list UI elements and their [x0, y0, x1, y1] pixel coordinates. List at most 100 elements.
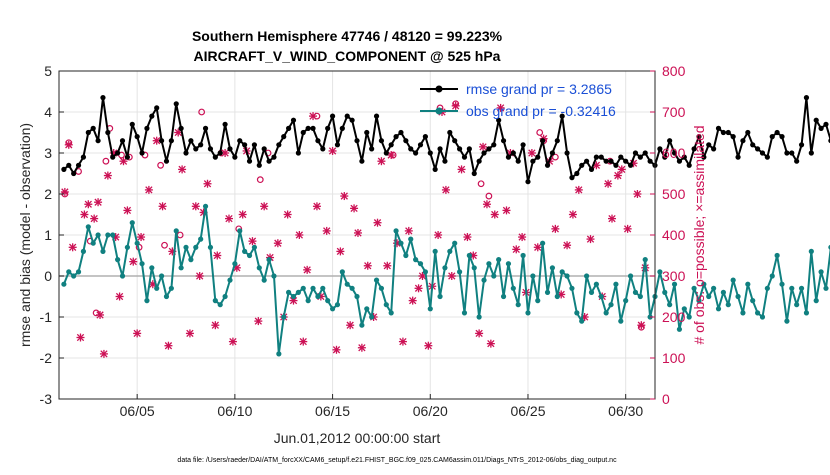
x-tick-label-0: 06/05 — [120, 403, 155, 419]
rmse-point-43 — [271, 154, 277, 160]
y-left-tick-label-2: -1 — [40, 309, 53, 325]
rmse-point-128 — [686, 162, 692, 168]
obs-assimilated-marker-65 — [373, 218, 382, 227]
bias-point-151 — [798, 285, 805, 291]
rmse-point-41 — [261, 146, 267, 152]
bias-point-29 — [202, 203, 209, 209]
obs-assimilated-marker-66 — [377, 157, 386, 166]
bias-point-18 — [149, 265, 155, 271]
obs-assimilated-marker-102 — [563, 241, 572, 250]
y-right-tick-label-7: 700 — [662, 104, 686, 120]
rmse-point-67 — [388, 142, 394, 148]
bias-point-142 — [754, 310, 761, 316]
obs-assimilated-marker-38 — [238, 210, 247, 219]
rmse-point-125 — [671, 150, 678, 156]
obs-assimilated-marker-18 — [137, 233, 146, 242]
bias-point-44 — [276, 351, 282, 357]
bias-point-14 — [129, 220, 135, 226]
bias-point-144 — [764, 285, 770, 291]
bias-point-63 — [369, 314, 375, 320]
obs-assimilated-marker-41 — [254, 317, 263, 326]
obs-possible-marker-11 — [157, 161, 165, 169]
rmse-point-10 — [110, 154, 116, 160]
bias-point-68 — [393, 228, 399, 234]
obs-possible-marker-20 — [389, 151, 397, 159]
bias-point-13 — [124, 244, 130, 250]
rmse-point-8 — [100, 95, 106, 101]
rmse-point-59 — [349, 117, 355, 123]
obs-assimilated-marker-85 — [475, 329, 484, 338]
obs-assimilated-marker-90 — [496, 103, 505, 112]
rmse-point-76 — [432, 166, 438, 172]
rmse-point-29 — [202, 125, 209, 131]
rmse-point-97 — [535, 154, 541, 160]
bias-point-98 — [540, 240, 546, 246]
bias-point-19 — [154, 285, 160, 291]
obs-assimilated-marker-113 — [623, 224, 632, 233]
rmse-point-108 — [588, 166, 595, 172]
rmse-point-49 — [300, 129, 306, 136]
rmse-point-136 — [725, 129, 731, 136]
bias-point-0 — [61, 281, 67, 287]
obs-possible-marker-4 — [92, 309, 100, 317]
bias-point-5 — [85, 224, 91, 230]
bias-point-3 — [75, 269, 82, 275]
rmse-point-134 — [715, 125, 722, 131]
rmse-point-28 — [198, 142, 204, 148]
bias-point-109 — [593, 281, 599, 287]
x-tick-label-4: 06/25 — [510, 403, 545, 419]
y-right-tick-label-6: 600 — [662, 145, 686, 161]
bias-point-112 — [608, 302, 614, 308]
rmse-point-6 — [90, 125, 96, 131]
rmse-point-92 — [510, 150, 516, 156]
bias-point-155 — [818, 269, 824, 275]
bias-point-28 — [198, 236, 204, 242]
bias-point-39 — [251, 244, 258, 250]
bias-point-51 — [310, 285, 316, 291]
bias-point-76 — [432, 248, 438, 254]
bias-point-81 — [456, 269, 463, 275]
bias-point-9 — [105, 232, 111, 238]
obs-possible-marker-1 — [65, 139, 73, 147]
bias-point-72 — [413, 257, 419, 263]
rmse-point-93 — [515, 158, 521, 164]
obs-assimilated-marker-77 — [434, 231, 443, 239]
bias-point-57 — [339, 269, 345, 275]
obs-assimilated-marker-6 — [90, 214, 99, 223]
y-axis-left-label: rmse and bias (model - observation) — [17, 123, 33, 347]
bias-point-58 — [344, 281, 350, 287]
bias-point-36 — [237, 228, 243, 234]
obs-assimilated-marker-44 — [273, 239, 282, 248]
rmse-point-58 — [344, 113, 350, 119]
y-left-tick-label-4: 1 — [44, 227, 52, 243]
rmse-point-153 — [808, 150, 814, 156]
obs-assimilated-marker-8 — [96, 310, 105, 319]
rmse-point-13 — [124, 154, 130, 160]
rmse-point-88 — [491, 142, 497, 148]
obs-assimilated-marker-29 — [195, 272, 204, 280]
rmse-point-54 — [325, 125, 331, 131]
bias-point-17 — [144, 298, 150, 304]
bias-point-34 — [227, 277, 233, 283]
rmse-point-137 — [730, 134, 736, 140]
legend-bias-label: obs grand pr = -0.32416 — [466, 103, 616, 119]
rmse-point-1 — [66, 162, 72, 168]
obs-assimilated-marker-10 — [103, 171, 112, 180]
rmse-point-145 — [769, 134, 775, 140]
obs-assimilated-marker-100 — [551, 224, 560, 233]
obs-assimilated-marker-19 — [144, 185, 153, 194]
rmse-point-40 — [256, 162, 262, 168]
y-right-tick-label-8: 800 — [662, 63, 686, 79]
rmse-point-78 — [442, 158, 448, 164]
rmse-point-4 — [80, 154, 87, 160]
rmse-point-113 — [613, 162, 619, 168]
bias-point-43 — [271, 273, 277, 279]
rmse-point-21 — [163, 158, 170, 164]
legend-bias-marker — [435, 107, 443, 115]
bias-point-110 — [598, 293, 604, 300]
obs-assimilated-marker-36 — [228, 337, 237, 346]
rmse-point-87 — [486, 146, 492, 152]
obs-possible-marker-19 — [313, 112, 321, 120]
rmse-point-53 — [320, 146, 326, 152]
